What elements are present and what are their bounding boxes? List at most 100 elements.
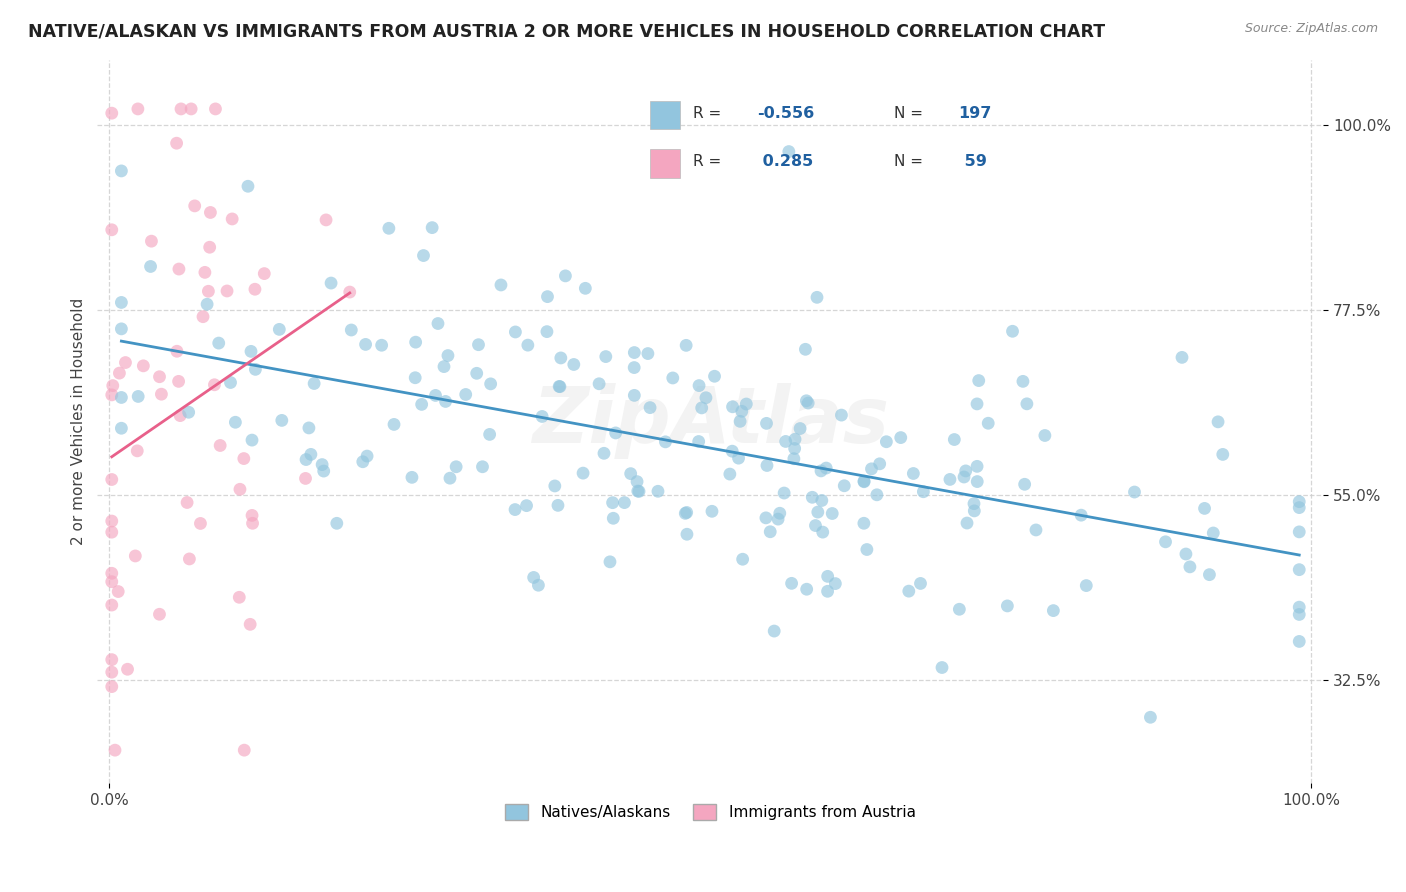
Point	[340, 323, 363, 337]
Point	[832, 479, 855, 493]
Point	[1202, 526, 1225, 541]
Point	[620, 467, 643, 481]
Point	[673, 507, 696, 521]
Point	[731, 404, 754, 418]
Point	[796, 582, 818, 597]
Point	[804, 518, 827, 533]
Point	[688, 378, 710, 392]
Point	[654, 434, 676, 449]
Point	[588, 376, 610, 391]
Point	[647, 484, 669, 499]
Point	[176, 495, 198, 509]
Point	[778, 145, 800, 159]
Point	[548, 379, 571, 393]
Point	[354, 337, 377, 351]
Point	[956, 516, 979, 530]
Point	[801, 491, 824, 505]
Point	[479, 376, 502, 391]
Point	[311, 458, 333, 472]
Point	[783, 442, 806, 456]
Point	[773, 486, 796, 500]
Point	[1001, 324, 1024, 338]
Point	[489, 277, 512, 292]
Point	[219, 376, 242, 390]
Point	[233, 743, 256, 757]
Point	[775, 434, 797, 449]
Point	[1206, 415, 1229, 429]
Point	[856, 542, 879, 557]
Point	[797, 396, 820, 410]
Point	[198, 240, 221, 254]
Point	[1070, 508, 1092, 523]
Point	[124, 549, 146, 563]
Point	[623, 388, 645, 402]
Point	[860, 462, 883, 476]
Point	[100, 388, 122, 402]
Point	[948, 602, 970, 616]
Point	[100, 653, 122, 667]
Point	[817, 569, 839, 583]
Point	[177, 405, 200, 419]
Point	[815, 461, 838, 475]
Point	[1025, 523, 1047, 537]
Point	[471, 459, 494, 474]
Legend: Natives/Alaskans, Immigrants from Austria: Natives/Alaskans, Immigrants from Austri…	[499, 797, 922, 826]
Point	[269, 322, 291, 336]
Point	[239, 617, 262, 632]
Point	[132, 359, 155, 373]
Point	[783, 432, 806, 446]
Point	[427, 317, 450, 331]
Point	[437, 349, 460, 363]
Point	[110, 391, 132, 405]
Point	[1033, 428, 1056, 442]
Point	[444, 459, 467, 474]
Point	[110, 164, 132, 178]
Point	[875, 434, 897, 449]
Point	[411, 397, 433, 411]
Point	[852, 516, 875, 531]
Point	[412, 248, 434, 262]
Point	[966, 397, 988, 411]
Point	[853, 475, 876, 489]
Point	[821, 507, 844, 521]
Point	[298, 421, 321, 435]
Point	[977, 416, 1000, 430]
Point	[728, 414, 751, 428]
Point	[190, 516, 212, 531]
Point	[117, 662, 139, 676]
Point	[404, 370, 426, 384]
Point	[735, 397, 758, 411]
Point	[209, 438, 232, 452]
Point	[943, 433, 966, 447]
Point	[229, 483, 252, 497]
Point	[515, 499, 537, 513]
Point	[1288, 607, 1310, 622]
Point	[548, 379, 571, 393]
Point	[467, 337, 489, 351]
Point	[910, 576, 932, 591]
Point	[183, 199, 205, 213]
Point	[544, 479, 567, 493]
Point	[148, 369, 170, 384]
Point	[478, 427, 501, 442]
Point	[675, 338, 697, 352]
Point	[299, 447, 322, 461]
Point	[204, 102, 226, 116]
Point	[503, 502, 526, 516]
Point	[727, 451, 749, 466]
Point	[718, 467, 741, 481]
Point	[1042, 604, 1064, 618]
Point	[339, 285, 361, 299]
Point	[1076, 578, 1098, 592]
Point	[806, 290, 828, 304]
Point	[240, 508, 263, 523]
Point	[703, 369, 725, 384]
Point	[721, 444, 744, 458]
Point	[807, 505, 830, 519]
Point	[690, 401, 713, 415]
Point	[554, 268, 576, 283]
Point	[200, 205, 222, 219]
Point	[166, 344, 188, 359]
Point	[1171, 351, 1194, 365]
Point	[967, 374, 990, 388]
